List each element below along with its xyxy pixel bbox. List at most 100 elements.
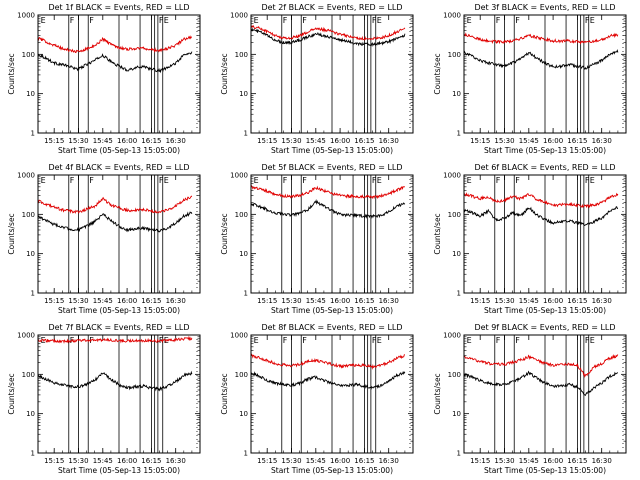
series-lld-line: [464, 354, 619, 378]
x-tick-label: 15:15: [470, 297, 490, 305]
flag-label: F: [372, 176, 377, 185]
x-tick-label: 16:00: [117, 297, 137, 305]
y-tick-label: 100: [448, 371, 461, 379]
y-tick-label: 1000: [230, 172, 248, 180]
panel-8: Det 8f BLACK = Events, RED = LLD Counts/s…: [220, 323, 414, 475]
flag-label: E: [590, 176, 595, 185]
panel-title: Det 9f BLACK = Events, RED = LLD: [474, 323, 615, 332]
flag-label: F: [515, 176, 520, 185]
flag-label: F: [585, 336, 590, 345]
x-axis-label: Start Time (05-Sep-13 15:05:00): [58, 146, 180, 155]
x-tick-label: 16:15: [354, 137, 374, 145]
y-tick-label: 10: [26, 410, 35, 418]
panel-4: Det 4f BLACK = Events, RED = LLD Counts/s…: [7, 163, 201, 315]
flag-label: E: [377, 336, 382, 345]
flag-label: E: [377, 176, 382, 185]
plot-frame: [463, 14, 627, 134]
y-tick-label: 10: [452, 250, 461, 258]
flag-label: E: [467, 16, 472, 25]
series-lld-line: [464, 32, 619, 45]
flag-label: F: [515, 336, 520, 345]
x-tick-label: 16:30: [592, 457, 612, 465]
flag-label: E: [41, 16, 46, 25]
x-tick-label: 15:15: [470, 137, 490, 145]
flag-label: F: [496, 336, 501, 345]
flag-label: F: [372, 16, 377, 25]
x-tick-label: 16:30: [592, 137, 612, 145]
x-tick-label: 15:30: [281, 297, 301, 305]
y-tick-label: 100: [22, 51, 35, 59]
y-tick-label: 100: [22, 371, 35, 379]
y-tick-label: 1: [31, 450, 35, 458]
panel-title: Det 4f BLACK = Events, RED = LLD: [48, 163, 189, 172]
x-tick-label: 16:15: [354, 297, 374, 305]
series-events-line: [464, 206, 619, 226]
x-tick-label: 16:30: [379, 297, 399, 305]
x-tick-label: 15:15: [44, 137, 64, 145]
y-tick-label: 100: [235, 371, 248, 379]
flag-label: F: [159, 16, 164, 25]
x-tick-label: 16:30: [166, 137, 186, 145]
x-tick-label: 15:45: [306, 457, 326, 465]
x-tick-label: 15:30: [281, 457, 301, 465]
x-tick-label: 16:30: [379, 457, 399, 465]
x-tick-label: 16:00: [543, 297, 563, 305]
y-tick-label: 1: [31, 130, 35, 138]
x-axis-label: Start Time (05-Sep-13 15:05:00): [58, 306, 180, 315]
y-axis-label: Counts/sec: [220, 373, 229, 414]
x-tick-label: 15:45: [519, 457, 539, 465]
panel-7: Det 7f BLACK = Events, RED = LLD Counts/s…: [7, 323, 201, 475]
series-events-line: [38, 51, 193, 74]
series-events-line: [38, 211, 193, 233]
flag-label: E: [164, 16, 169, 25]
series-lld-line: [38, 335, 193, 344]
panel-title: Det 7f BLACK = Events, RED = LLD: [48, 323, 189, 332]
flag-label: E: [590, 336, 595, 345]
flag-label: E: [164, 176, 169, 185]
y-axis-label: Counts/sec: [433, 53, 442, 94]
x-axis-label: Start Time (05-Sep-13 15:05:00): [484, 146, 606, 155]
x-tick-label: 16:00: [117, 137, 137, 145]
y-axis-label: Counts/sec: [7, 213, 16, 254]
x-tick-label: 15:15: [470, 457, 490, 465]
y-tick-label: 1: [457, 290, 461, 298]
flag-label: F: [302, 336, 307, 345]
flag-label: F: [89, 176, 94, 185]
y-tick-label: 1000: [443, 332, 461, 340]
x-tick-label: 15:45: [519, 137, 539, 145]
flag-label: F: [585, 176, 590, 185]
flag-label: F: [89, 336, 94, 345]
x-tick-label: 16:15: [567, 137, 587, 145]
flag-label: E: [590, 16, 595, 25]
panel-5: Det 5f BLACK = Events, RED = LLD Counts/s…: [220, 163, 414, 315]
x-tick-label: 16:00: [543, 137, 563, 145]
x-tick-label: 15:30: [68, 457, 88, 465]
series-lld-line: [251, 25, 406, 41]
x-tick-label: 16:00: [330, 297, 350, 305]
panel-9: Det 9f BLACK = Events, RED = LLD Counts/s…: [433, 323, 627, 475]
y-tick-label: 1: [244, 290, 248, 298]
x-tick-label: 15:15: [44, 457, 64, 465]
y-tick-label: 1: [244, 130, 248, 138]
flag-label: F: [89, 16, 94, 25]
x-tick-label: 15:30: [281, 137, 301, 145]
panel-title: Det 8f BLACK = Events, RED = LLD: [261, 323, 402, 332]
panel-1: Det 1f BLACK = Events, RED = LLD Counts/s…: [7, 3, 201, 155]
y-axis-label: Counts/sec: [433, 373, 442, 414]
x-tick-label: 16:15: [141, 137, 161, 145]
flag-label: F: [283, 176, 288, 185]
flag-label: F: [70, 16, 75, 25]
series-lld-line: [251, 184, 406, 200]
y-tick-label: 10: [239, 250, 248, 258]
x-tick-label: 15:45: [519, 297, 539, 305]
plot-frame: [463, 334, 627, 454]
series-events-line: [38, 370, 193, 392]
series-events-line: [251, 198, 406, 220]
y-tick-label: 1000: [17, 12, 35, 20]
flag-label: F: [515, 16, 520, 25]
panel-title: Det 5f BLACK = Events, RED = LLD: [261, 163, 402, 172]
x-tick-label: 16:30: [166, 457, 186, 465]
flag-label: F: [496, 176, 501, 185]
y-tick-label: 100: [235, 211, 248, 219]
plot-frame: [37, 334, 201, 454]
